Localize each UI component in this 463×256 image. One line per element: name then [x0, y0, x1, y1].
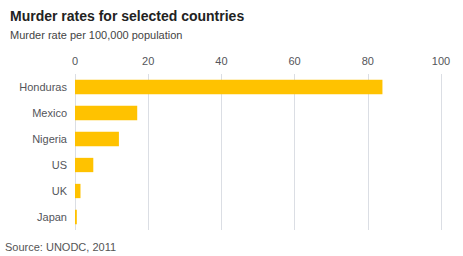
- svg-text:60: 60: [288, 55, 300, 67]
- svg-text:80: 80: [362, 55, 374, 67]
- svg-text:Source: UNODC, 2011: Source: UNODC, 2011: [5, 241, 116, 253]
- svg-text:20: 20: [142, 55, 154, 67]
- svg-text:US: US: [52, 159, 67, 171]
- svg-text:UK: UK: [52, 185, 68, 197]
- svg-text:Japan: Japan: [37, 211, 67, 223]
- svg-text:Honduras: Honduras: [19, 81, 67, 93]
- svg-text:40: 40: [215, 55, 227, 67]
- svg-text:0: 0: [72, 55, 78, 67]
- svg-text:Mexico: Mexico: [32, 107, 67, 119]
- svg-text:100: 100: [432, 55, 450, 67]
- svg-text:Nigeria: Nigeria: [32, 133, 68, 145]
- svg-text:Murder rates for selected coun: Murder rates for selected countries: [10, 8, 244, 24]
- svg-text:Murder rate per 100,000 popula: Murder rate per 100,000 population: [10, 29, 182, 41]
